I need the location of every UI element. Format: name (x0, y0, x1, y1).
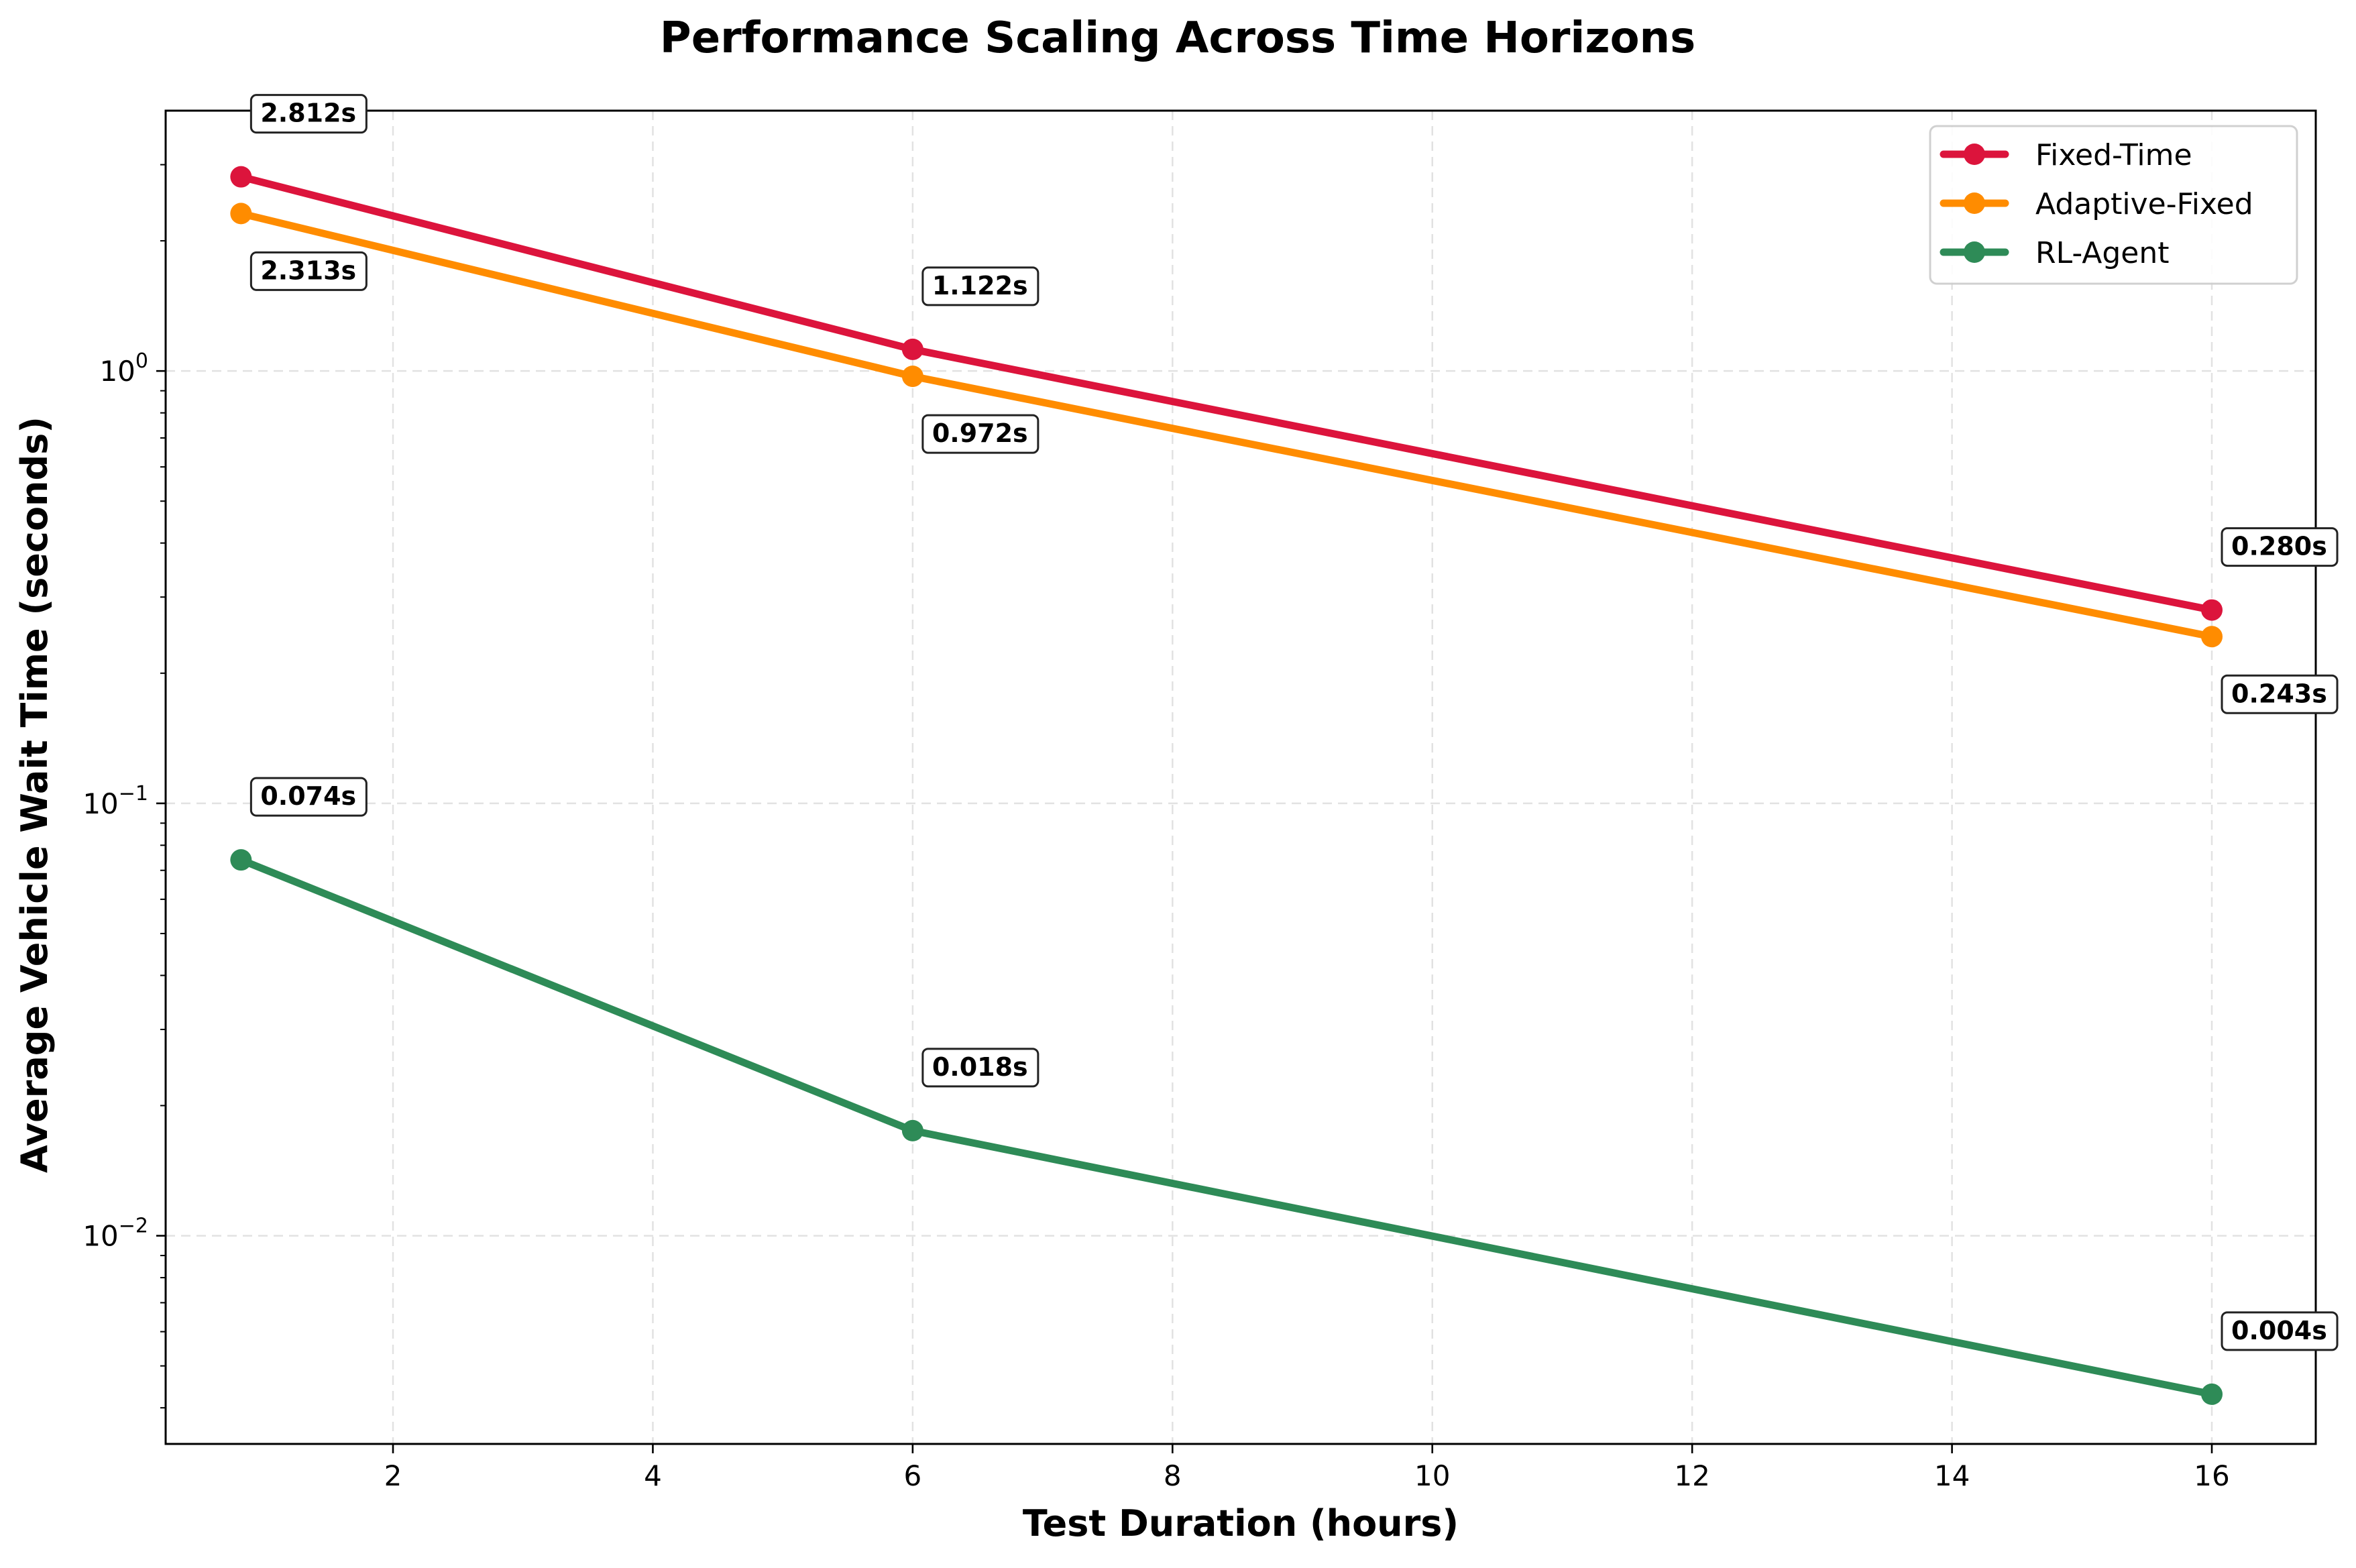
legend: Fixed-Time Adaptive-Fixed RL-Agent (1929, 125, 2298, 285)
legend-swatch-marker (1964, 241, 1985, 263)
y-tick-label: 10−2 (82, 1215, 148, 1253)
legend-label: Adaptive-Fixed (2035, 187, 2253, 221)
data-label: 1.122s (921, 266, 1040, 306)
x-tick-label: 4 (644, 1459, 662, 1492)
legend-item-fixed-time: Fixed-Time (1940, 138, 2192, 172)
legend-item-adaptive-fixed: Adaptive-Fixed (1940, 187, 2253, 221)
series-line (237, 209, 2216, 640)
data-label-text: 2.812s (260, 99, 356, 128)
y-tick-base: 10 (82, 787, 118, 820)
data-label-box (921, 414, 1040, 454)
data-label-text: 0.972s (932, 418, 1028, 448)
y-tick-exponent: 0 (135, 349, 148, 373)
data-label: 2.313s (249, 251, 368, 291)
legend-label: RL-Agent (2035, 236, 2169, 270)
data-label-box (249, 777, 368, 817)
x-tick-label: 14 (1934, 1459, 1970, 1492)
data-point (901, 338, 923, 360)
y-tick-base: 10 (99, 355, 135, 388)
data-point (901, 366, 923, 388)
data-label: 0.972s (921, 414, 1040, 454)
data-point (230, 849, 252, 871)
x-tick-label: 10 (1414, 1459, 1450, 1492)
data-label-text: 0.280s (2231, 532, 2327, 561)
chart-title: Performance Scaling Across Time Horizons (660, 13, 1695, 63)
grid (166, 111, 2316, 1444)
x-tick-label: 16 (2194, 1459, 2229, 1492)
legend-item-rl-agent: RL-Agent (1940, 236, 2169, 270)
legend-swatch-marker (1964, 192, 1985, 214)
x-tick-label: 6 (903, 1459, 921, 1492)
series-adaptive-fixed (230, 203, 2223, 648)
legend-box (1929, 125, 2298, 285)
data-label-box (249, 251, 368, 291)
data-label-text: 0.243s (2231, 679, 2327, 708)
data-label-text: 2.313s (260, 256, 356, 285)
data-label-text: 0.018s (932, 1052, 1028, 1082)
y-tick-base: 10 (82, 1220, 118, 1253)
data-label-text: 0.004s (2231, 1316, 2327, 1345)
data-point (230, 203, 252, 225)
y-tick-label: 10−1 (82, 782, 148, 820)
data-label-text: 0.074s (260, 781, 356, 811)
data-label-box (2221, 1311, 2339, 1351)
x-tick-label: 8 (1164, 1459, 1182, 1492)
data-label-text: 1.122s (932, 271, 1028, 300)
data-label: 0.280s (2221, 527, 2339, 567)
series-layer (230, 166, 2223, 1405)
data-label: 0.243s (2221, 674, 2339, 714)
x-tick-label: 2 (384, 1459, 402, 1492)
data-label-box (249, 94, 368, 134)
data-labels: 2.812s 1.122s 0.280s 2.313s 0.972s 0.243s 0.07… (249, 94, 2339, 1351)
legend-label: Fixed-Time (2035, 138, 2192, 172)
y-tick-exponent: −2 (119, 1215, 148, 1238)
data-point (2201, 1383, 2223, 1405)
x-tick-label: 12 (1674, 1459, 1709, 1492)
y-axis-label: Average Vehicle Wait Time (seconds) (13, 416, 56, 1173)
data-point (2201, 626, 2223, 648)
data-label: 0.004s (2221, 1311, 2339, 1351)
data-label-box (2221, 674, 2339, 714)
data-point (2201, 599, 2223, 621)
x-axis-label: Test Duration (hours) (1023, 1502, 1459, 1545)
data-label: 0.018s (921, 1048, 1040, 1088)
y-tick-exponent: −1 (119, 782, 148, 805)
series-line (237, 173, 2216, 614)
data-label-box (921, 266, 1040, 306)
data-label-box (921, 1048, 1040, 1088)
series-rl-agent (230, 849, 2223, 1405)
series-fixed-time (230, 166, 2223, 621)
legend-swatch-marker (1964, 144, 1985, 165)
data-point (901, 1119, 923, 1141)
plot-frame (164, 109, 2317, 1445)
y-tick-label: 100 (99, 349, 148, 388)
data-point (230, 166, 252, 188)
data-label: 0.074s (249, 777, 368, 817)
data-label-box (2221, 527, 2339, 567)
data-label: 2.812s (249, 94, 368, 134)
series-line (237, 856, 2216, 1398)
